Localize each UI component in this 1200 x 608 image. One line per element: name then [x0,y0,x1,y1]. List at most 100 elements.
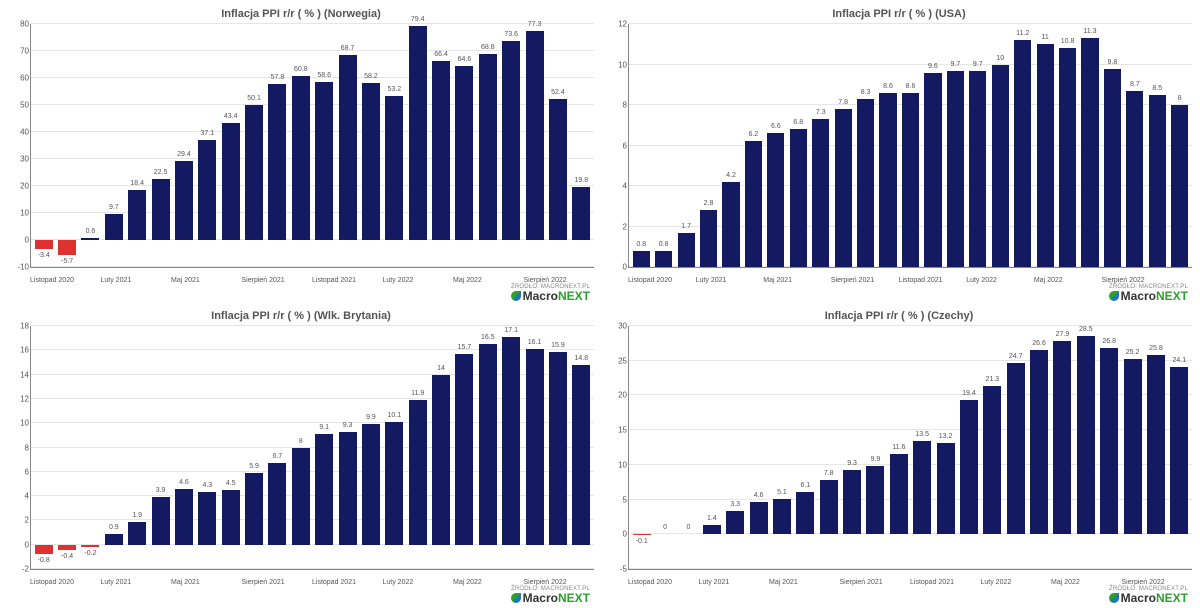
branding: ŹRÓDŁO: MACRONEXT.PLMacroNEXT [511,586,590,604]
bar-column: 7.3 [811,24,831,267]
logo: MacroNEXT [511,290,590,302]
x-tick-label [336,579,360,586]
bar: 16.5 [479,344,497,544]
bar-column: 11.3 [1080,24,1100,267]
bar: 19.8 [572,187,590,240]
bar-value-label: 28.5 [1079,326,1093,333]
bar: 77.3 [526,31,544,240]
y-tick-label: 15 [605,426,627,435]
x-tick-label [218,277,242,284]
bar: 1.7 [678,233,695,267]
x-tick-label: Sierpień 2021 [242,277,266,284]
y-tick-label: -2 [7,565,29,574]
x-tick-label [430,277,454,284]
y-tick-label: 8 [7,443,29,452]
bar-column: 15.7 [454,326,475,569]
bar: 6.1 [796,492,814,534]
bar-column: 26.6 [1028,326,1049,569]
bar-value-label: -0.1 [636,538,648,545]
bar-column: 2.8 [698,24,718,267]
x-tick-label [477,277,501,284]
logo-text-b: NEXT [1156,591,1188,605]
bar-value-label: 77.3 [528,21,542,28]
bar-column: 8.5 [1147,24,1167,267]
logo-text-b: NEXT [558,289,590,303]
bar-column: 6.8 [788,24,808,267]
bar-value-label: 24.1 [1173,357,1187,364]
y-tick-label: 0 [7,236,29,245]
bar-column: 4.6 [173,326,194,569]
bars-container: 0.80.81.72.84.26.26.66.87.37.88.38.68.69… [629,24,1192,267]
x-tick-label: Sierpień 2021 [242,579,266,586]
bar: 5.1 [773,499,791,534]
bar: 58.2 [362,83,380,240]
bar-value-label: 15.9 [551,342,565,349]
bar-column: 77.3 [524,24,545,267]
bar-value-label: 3.3 [730,501,740,508]
x-tick-label [673,277,696,284]
y-tick-label: 30 [7,155,29,164]
bar-value-label: 13.5 [915,431,929,438]
bar-column: 52.4 [547,24,568,267]
bar-value-label: 10.8 [1061,38,1075,45]
bar-column: 6.7 [267,326,288,569]
bar-value-label: 8.6 [906,83,916,90]
x-tick-label: Maj 2022 [1051,579,1075,586]
bar: 9.8 [1104,69,1121,267]
y-tick-label: 0 [605,530,627,539]
bar: 14 [432,375,450,545]
x-tick-label [989,277,1012,284]
x-tick-label [77,579,101,586]
bar-column: 0.9 [103,326,124,569]
bar-column: 9.9 [360,326,381,569]
bar-value-label: -3.4 [38,252,50,259]
y-tick-label: 2 [605,222,627,231]
x-axis: Listopad 2020Luty 2021Maj 2021Sierpień 2… [628,277,1192,284]
bar: 25.8 [1147,355,1165,534]
bar-column: 29.4 [173,24,194,267]
bar-value-label: 1.9 [132,512,142,519]
bar-value-label: 0.8 [636,241,646,248]
bar-value-label: -5.7 [61,258,73,265]
y-tick-label: 70 [7,47,29,56]
y-tick-label: 20 [605,391,627,400]
bar: 8.7 [1126,91,1143,267]
bar-value-label: 79.4 [411,16,425,23]
bar-value-label: 24.7 [1009,353,1023,360]
x-tick-label [934,579,958,586]
bar-column: 16.1 [524,326,545,569]
bar: 24.1 [1170,367,1188,534]
y-tick-label: 0 [7,540,29,549]
bar-column: 8.3 [855,24,875,267]
bar: 22.5 [152,179,170,240]
bar-value-label: 26.8 [1102,338,1116,345]
bar-value-label: 16.5 [481,334,495,341]
bar: 0.9 [105,534,123,545]
chart-wrap: -2024681012141618-0.8-0.4-0.20.91.93.94.… [4,324,598,604]
x-tick-label [195,277,219,284]
bar-value-label: 68.8 [481,44,495,51]
bar-value-label: 66.4 [434,51,448,58]
bar-value-label: -0.2 [84,550,96,557]
logo: MacroNEXT [1109,592,1188,604]
bar-column: 8 [1170,24,1190,267]
bar: 2.8 [700,210,717,267]
bar-value-label: 68.7 [341,45,355,52]
x-tick-label: Listopad 2020 [628,579,652,586]
bar: 27.9 [1053,341,1071,535]
bar-value-label: 8.3 [861,89,871,96]
logo-icon [511,593,521,603]
x-tick-label: Luty 2022 [383,579,407,586]
x-tick-label: Listopad 2021 [312,277,336,284]
bar-column: 21.3 [982,326,1003,569]
bar-column: 4.3 [197,326,218,569]
bar: 29.4 [175,161,193,240]
bar-column: 27.9 [1052,326,1073,569]
bar-column: 10 [990,24,1010,267]
x-tick-label: Maj 2022 [453,579,477,586]
bar-column: 7.8 [818,326,839,569]
y-tick-label: 40 [7,128,29,137]
bar-value-label: 8.7 [1130,81,1140,88]
bar-value-label: 11.9 [411,390,424,397]
x-tick-label [741,277,764,284]
